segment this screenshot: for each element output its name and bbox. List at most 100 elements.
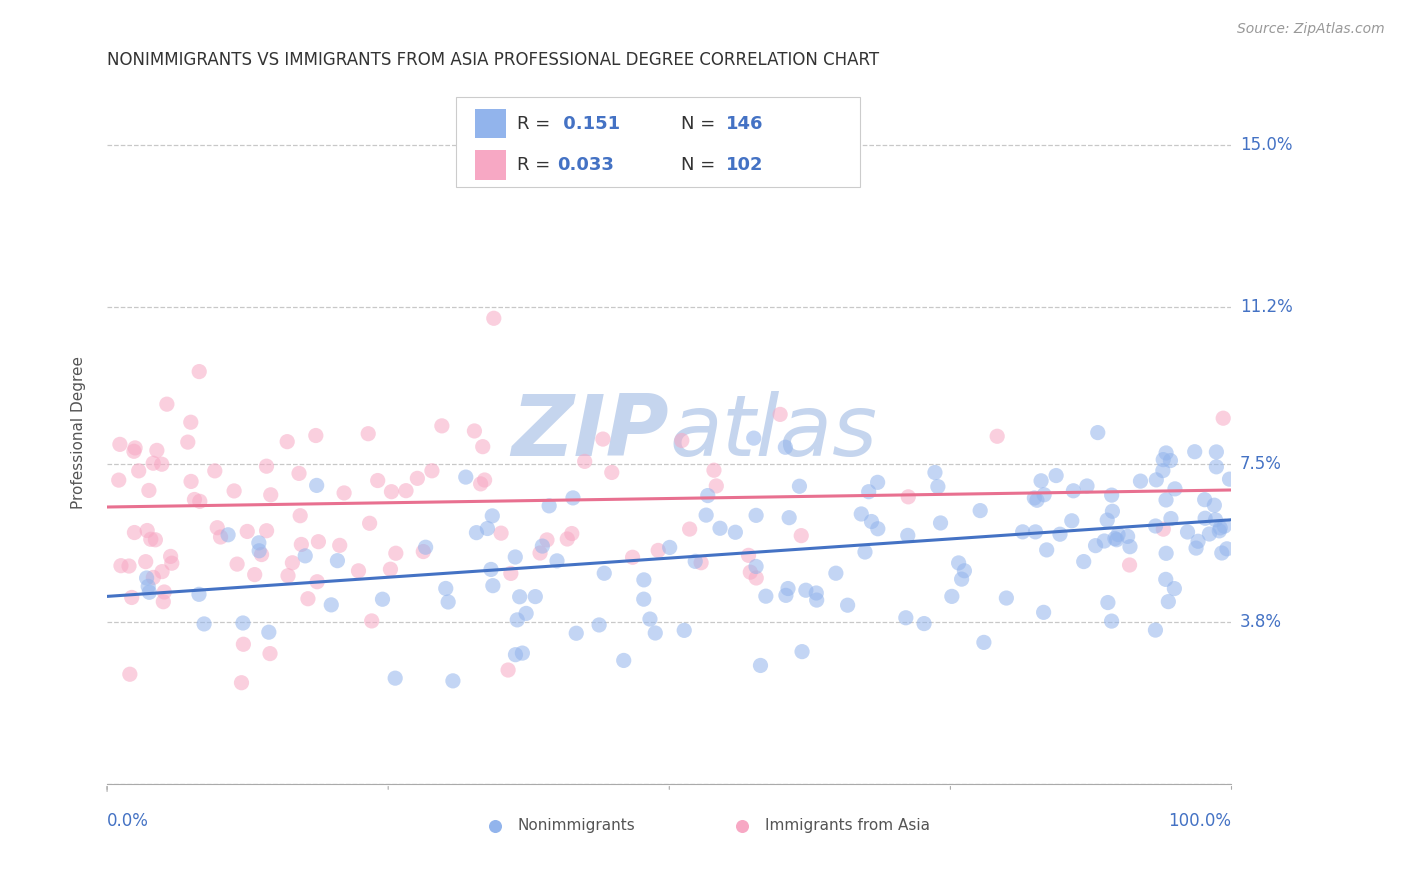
FancyBboxPatch shape	[475, 150, 506, 179]
Point	[769, 408, 792, 422]
Point	[927, 480, 949, 494]
Point	[745, 559, 768, 574]
Point	[180, 475, 202, 489]
Point	[180, 415, 202, 429]
Point	[860, 515, 883, 529]
Point	[1062, 483, 1084, 498]
Point	[479, 562, 502, 576]
Text: 102: 102	[725, 156, 763, 174]
Point	[412, 544, 434, 558]
Point	[515, 607, 537, 621]
Point	[305, 428, 328, 442]
Text: Immigrants from Asia: Immigrants from Asia	[765, 818, 929, 833]
Point	[695, 508, 717, 522]
Point	[1184, 444, 1206, 458]
Text: 0.151: 0.151	[557, 114, 620, 133]
Point	[128, 464, 150, 478]
Point	[153, 585, 176, 599]
Point	[297, 591, 319, 606]
Point	[136, 524, 159, 538]
Point	[724, 525, 747, 540]
Point	[247, 536, 270, 550]
Point	[136, 579, 159, 593]
Point	[420, 464, 443, 478]
Point	[333, 486, 356, 500]
Text: R =: R =	[517, 114, 557, 133]
Point	[633, 573, 655, 587]
Point	[477, 521, 499, 535]
Point	[307, 534, 329, 549]
Point	[150, 457, 173, 471]
Point	[755, 589, 778, 603]
Text: 0.0%: 0.0%	[107, 812, 149, 830]
Point	[986, 429, 1008, 443]
Point	[745, 508, 768, 523]
Point	[142, 570, 165, 584]
Point	[232, 637, 254, 651]
Point	[775, 588, 797, 602]
Point	[1187, 534, 1209, 549]
Point	[1212, 411, 1234, 425]
Point	[671, 434, 693, 448]
Text: 7.5%: 7.5%	[1240, 456, 1282, 474]
Point	[118, 559, 141, 574]
Point	[1194, 511, 1216, 525]
Point	[806, 586, 828, 600]
Point	[1209, 521, 1232, 535]
Text: NONIMMIGRANTS VS IMMIGRANTS FROM ASIA PROFESSIONAL DEGREE CORRELATION CHART: NONIMMIGRANTS VS IMMIGRANTS FROM ASIA PR…	[107, 51, 879, 69]
Point	[536, 533, 558, 547]
Point	[1049, 527, 1071, 541]
Point	[703, 463, 725, 477]
Point	[177, 435, 200, 450]
Point	[152, 595, 174, 609]
Point	[950, 572, 973, 586]
Point	[471, 440, 494, 454]
Point	[658, 541, 681, 555]
Point	[1024, 491, 1046, 505]
Point	[742, 431, 765, 445]
Point	[1164, 482, 1187, 496]
Point	[1101, 488, 1123, 502]
Y-axis label: Professional Degree: Professional Degree	[72, 356, 86, 509]
Point	[1205, 459, 1227, 474]
Point	[1205, 513, 1227, 527]
Point	[1073, 555, 1095, 569]
Point	[531, 539, 554, 553]
Point	[600, 466, 623, 480]
Point	[250, 548, 273, 562]
Point	[1144, 519, 1167, 533]
Point	[894, 611, 917, 625]
Point	[866, 522, 889, 536]
Point	[1026, 493, 1049, 508]
Point	[380, 562, 402, 576]
Point	[924, 466, 946, 480]
Point	[1011, 524, 1033, 539]
Point	[415, 540, 437, 554]
Text: 11.2%: 11.2%	[1240, 298, 1292, 316]
Point	[360, 614, 382, 628]
Point	[385, 546, 408, 560]
Point	[395, 483, 418, 498]
Point	[118, 667, 141, 681]
Point	[256, 524, 278, 538]
Point	[505, 648, 527, 662]
Point	[1116, 529, 1139, 543]
Text: 0.033: 0.033	[557, 156, 613, 174]
Point	[465, 525, 488, 540]
Text: N =: N =	[681, 114, 720, 133]
Point	[259, 647, 281, 661]
Point	[1163, 582, 1185, 596]
Point	[897, 490, 920, 504]
Point	[1087, 425, 1109, 440]
Point	[1076, 479, 1098, 493]
Point	[359, 516, 381, 531]
Point	[824, 566, 846, 581]
Point	[231, 675, 253, 690]
Point	[470, 476, 492, 491]
Point	[789, 479, 811, 493]
FancyBboxPatch shape	[456, 97, 860, 186]
Point	[1177, 524, 1199, 539]
Text: 15.0%: 15.0%	[1240, 136, 1292, 154]
Point	[124, 441, 146, 455]
Point	[593, 566, 616, 581]
